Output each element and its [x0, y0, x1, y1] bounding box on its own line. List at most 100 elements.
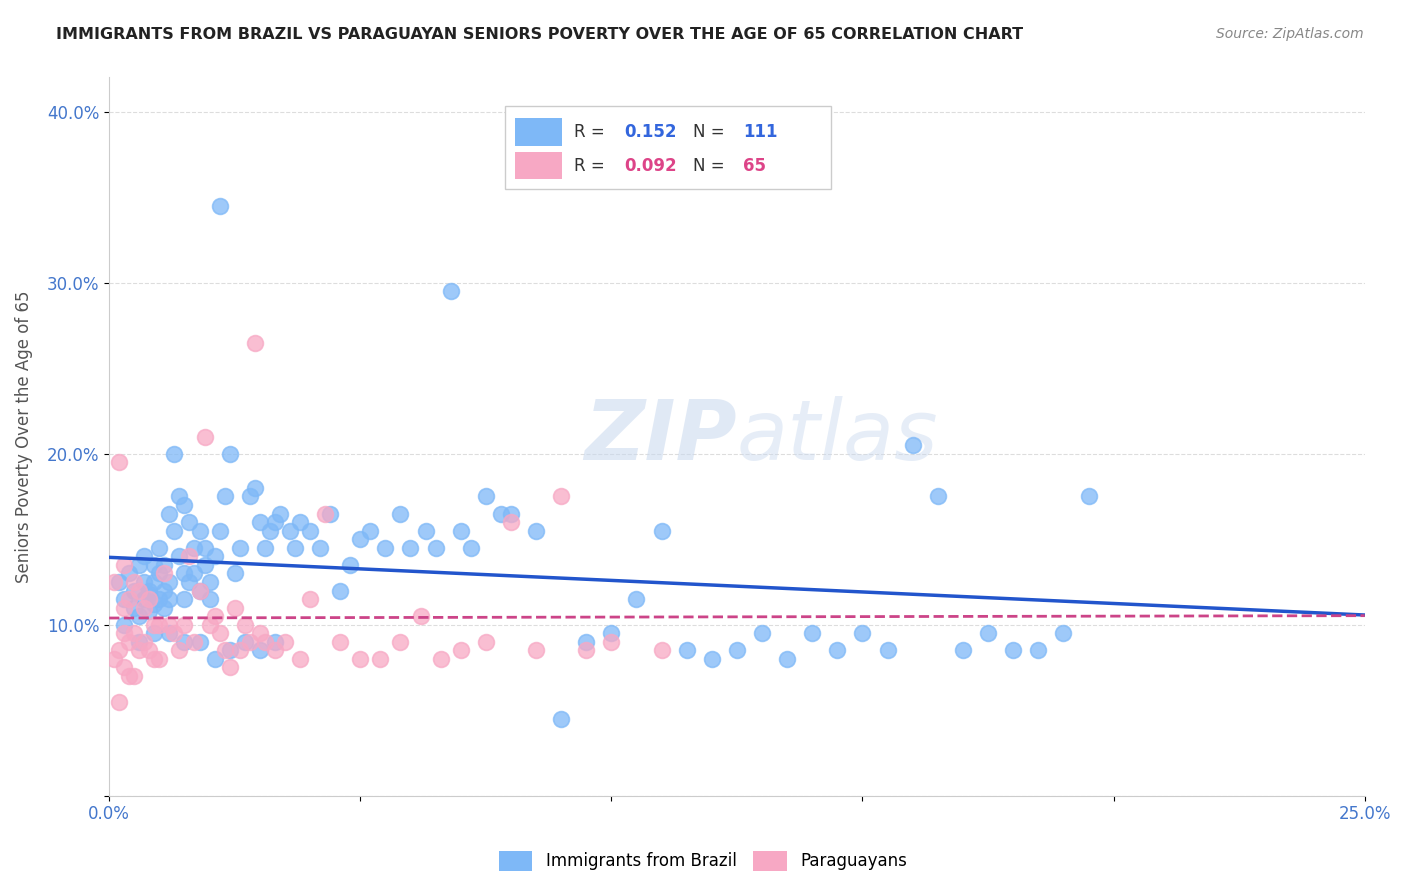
Point [288, 652, 311, 666]
Point [134, 635, 156, 649]
Point [425, 541, 447, 555]
Point [163, 524, 186, 538]
Point [188, 583, 211, 598]
Point [575, 643, 598, 657]
Point [349, 533, 371, 547]
Point [415, 524, 437, 538]
Point [243, 335, 266, 350]
Point [153, 566, 176, 581]
Point [118, 635, 141, 649]
Point [112, 660, 135, 674]
Point [851, 626, 873, 640]
Point [524, 643, 547, 657]
Point [122, 600, 145, 615]
Point [143, 574, 166, 589]
Point [249, 515, 271, 529]
Point [218, 447, 240, 461]
Point [901, 438, 924, 452]
Point [188, 635, 211, 649]
Point [349, 652, 371, 666]
Point [103, 652, 125, 666]
Point [157, 626, 180, 640]
Point [309, 541, 332, 555]
Point [143, 617, 166, 632]
Text: ZIP: ZIP [585, 396, 737, 477]
Point [499, 515, 522, 529]
Point [112, 558, 135, 572]
Point [148, 652, 170, 666]
Text: IMMIGRANTS FROM BRAZIL VS PARAGUAYAN SENIORS POVERTY OVER THE AGE OF 65 CORRELAT: IMMIGRANTS FROM BRAZIL VS PARAGUAYAN SEN… [56, 27, 1024, 42]
Point [339, 558, 361, 572]
Point [233, 635, 256, 649]
Point [118, 669, 141, 683]
Point [450, 643, 472, 657]
Point [169, 643, 191, 657]
Point [143, 558, 166, 572]
Point [233, 617, 256, 632]
Legend: Immigrants from Brazil, Paraguayans: Immigrants from Brazil, Paraguayans [491, 842, 915, 880]
Text: 0.152: 0.152 [624, 123, 676, 141]
FancyBboxPatch shape [515, 119, 562, 145]
Point [1077, 490, 1099, 504]
Point [651, 524, 673, 538]
Point [243, 481, 266, 495]
Point [359, 524, 381, 538]
Point [399, 541, 422, 555]
Point [263, 635, 285, 649]
Point [228, 541, 250, 555]
Point [138, 643, 160, 657]
Point [1052, 626, 1074, 640]
Point [600, 635, 623, 649]
Point [122, 574, 145, 589]
FancyBboxPatch shape [515, 153, 562, 179]
Point [314, 507, 336, 521]
Point [112, 600, 135, 615]
Point [329, 635, 352, 649]
Point [153, 583, 176, 598]
Point [298, 524, 321, 538]
Point [128, 643, 150, 657]
Text: R =: R = [574, 157, 610, 175]
Point [134, 600, 156, 615]
Point [550, 712, 572, 726]
Point [600, 626, 623, 640]
Point [128, 635, 150, 649]
Point [153, 558, 176, 572]
Point [179, 549, 201, 564]
Point [112, 617, 135, 632]
Point [138, 604, 160, 618]
Point [163, 626, 186, 640]
Text: atlas: atlas [737, 396, 939, 477]
Point [183, 541, 205, 555]
Point [153, 600, 176, 615]
Point [298, 592, 321, 607]
Text: N =: N = [693, 123, 730, 141]
Point [204, 652, 226, 666]
Point [122, 583, 145, 598]
Point [118, 592, 141, 607]
Text: 111: 111 [744, 123, 778, 141]
Point [278, 524, 301, 538]
Point [157, 574, 180, 589]
Text: 0.092: 0.092 [624, 157, 676, 175]
Point [138, 583, 160, 598]
Point [214, 643, 236, 657]
Point [626, 592, 648, 607]
Point [239, 490, 262, 504]
Point [112, 626, 135, 640]
Point [143, 597, 166, 611]
Point [208, 626, 231, 640]
Point [188, 583, 211, 598]
Point [409, 609, 432, 624]
Point [460, 541, 482, 555]
Point [524, 524, 547, 538]
Point [173, 635, 195, 649]
Point [274, 635, 297, 649]
Point [751, 626, 773, 640]
Point [128, 609, 150, 624]
Point [157, 617, 180, 632]
Point [134, 574, 156, 589]
Point [134, 549, 156, 564]
Point [550, 490, 572, 504]
Point [224, 566, 246, 581]
